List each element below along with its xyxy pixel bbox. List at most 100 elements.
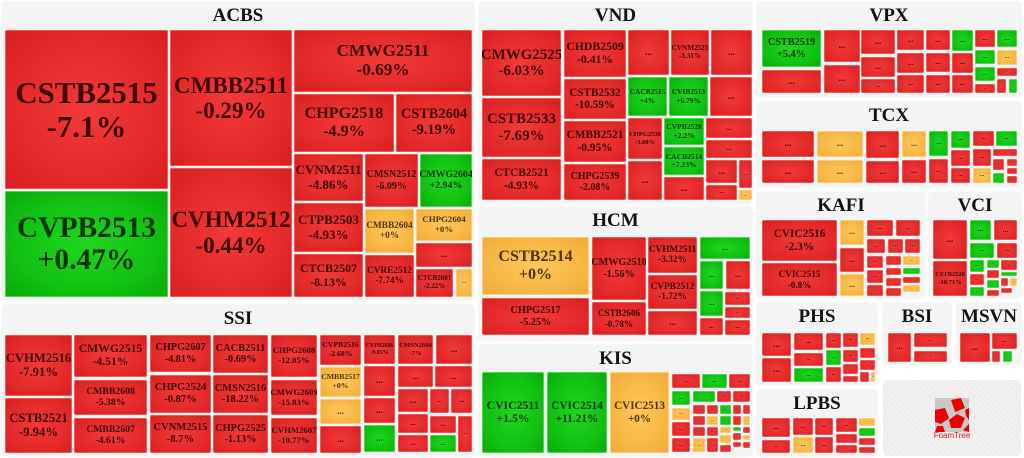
treemap-cell-cacb2515[interactable]: CACB2515 +4% xyxy=(628,77,667,116)
treemap-cell-collapsed[interactable]: ... xyxy=(952,53,973,73)
treemap-cell-cmbb2604[interactable]: CMBB2604 +0% xyxy=(365,209,414,253)
treemap-cell-collapsed[interactable]: ... xyxy=(398,366,433,387)
treemap-cell-collapsed[interactable]: ... xyxy=(398,435,428,452)
treemap-cell-collapsed[interactable]: ... xyxy=(458,416,472,452)
treemap-cell-collapsed[interactable]: ... xyxy=(888,239,903,253)
treemap-cell-collapsed[interactable]: ... xyxy=(743,427,750,433)
treemap-cell-collapsed[interactable]: ... xyxy=(826,350,841,365)
treemap-cell-collapsed[interactable]: ... xyxy=(733,391,750,402)
treemap-cell-cstb2604[interactable]: CSTB2604 -9.19% xyxy=(396,94,472,152)
treemap-cell-collapsed[interactable]: ... xyxy=(843,364,858,374)
treemap-cell-cvpb2606[interactable]: CVPB2606 -9.85% xyxy=(364,335,395,364)
treemap-cell-collapsed[interactable]: ... xyxy=(975,50,995,64)
treemap-cell-collapsed[interactable]: ... xyxy=(733,416,741,425)
treemap-cell-collapsed[interactable]: ... xyxy=(725,307,750,318)
treemap-cell-cvnm2515[interactable]: CVNM2515 -8.7% xyxy=(150,415,211,453)
treemap-cell-collapsed[interactable]: ... xyxy=(886,256,901,265)
treemap-cell-collapsed[interactable]: ... xyxy=(693,416,705,425)
treemap-cell-cstb2533[interactable]: CSTB2533 -7.69% xyxy=(482,98,561,157)
treemap-cell-cmbb2607[interactable]: CMBB2607 -4.61% xyxy=(74,418,147,453)
treemap-cell-collapsed[interactable]: ... xyxy=(720,427,731,433)
treemap-cell-collapsed[interactable]: ... xyxy=(725,320,750,335)
treemap-cell-collapsed[interactable]: ... xyxy=(903,268,920,274)
treemap-cell-collapsed[interactable]: ... xyxy=(693,438,705,452)
treemap-cell-collapsed[interactable]: ... xyxy=(824,30,860,62)
treemap-cell-collapsed[interactable]: ... xyxy=(794,368,823,382)
treemap-cell-collapsed[interactable]: ... xyxy=(430,435,456,452)
treemap-cell-collapsed[interactable]: ... xyxy=(867,256,883,268)
treemap-cell-collapsed[interactable]: ... xyxy=(836,445,857,453)
treemap-cell-collapsed[interactable]: ... xyxy=(926,75,950,93)
treemap-cell-ctcb2601[interactable]: CTCB2601 -2.22% xyxy=(416,269,453,297)
treemap-cell-collapsed[interactable]: ... xyxy=(364,398,395,423)
treemap-cell-collapsed[interactable]: ... xyxy=(672,422,690,436)
treemap-cell-cstb2606[interactable]: CSTB2606 -0.78% xyxy=(592,302,646,335)
treemap-cell-collapsed[interactable]: ... xyxy=(867,285,883,296)
treemap-cell-collapsed[interactable]: ... xyxy=(859,418,875,426)
treemap-cell-chpg2539[interactable]: CHPG2539 -2.08% xyxy=(564,164,626,200)
treemap-cell-collapsed[interactable]: ... xyxy=(970,243,994,258)
treemap-cell-collapsed[interactable]: ... xyxy=(672,438,690,452)
treemap-cell-collapsed[interactable]: ... xyxy=(987,280,999,288)
treemap-cell-collapsed[interactable]: ... xyxy=(729,374,750,388)
treemap-cell-collapsed[interactable]: ... xyxy=(905,239,920,253)
treemap-cell-collapsed[interactable]: ... xyxy=(929,159,948,183)
treemap-cell-collapsed[interactable]: ... xyxy=(840,220,864,245)
treemap-cell-collapsed[interactable]: ... xyxy=(952,30,973,51)
treemap-cell-collapsed[interactable]: ... xyxy=(860,348,875,358)
treemap-cell-collapsed[interactable]: ... xyxy=(815,418,833,435)
treemap-cell-collapsed[interactable]: ... xyxy=(1001,278,1008,286)
treemap-cell-collapsed[interactable]: ... xyxy=(794,333,823,350)
treemap-cell-collapsed[interactable]: ... xyxy=(871,372,875,382)
treemap-cell-collapsed[interactable]: ... xyxy=(717,391,731,402)
treemap-cell-cstb2532[interactable]: CSTB2532 -10.59% xyxy=(564,79,626,119)
treemap-cell-collapsed[interactable]: ... xyxy=(1007,176,1017,183)
treemap-cell-collapsed[interactable]: ... xyxy=(672,391,690,405)
treemap-cell-collapsed[interactable]: ... xyxy=(707,405,718,414)
treemap-cell-cmbb2521[interactable]: CMBB2521 -0.95% xyxy=(564,121,626,162)
treemap-cell-collapsed[interactable]: ... xyxy=(952,75,973,93)
treemap-cell-collapsed[interactable]: ... xyxy=(993,173,1004,183)
treemap-cell-collapsed[interactable]: ... xyxy=(720,435,731,443)
treemap-cell-collapsed[interactable]: ... xyxy=(693,427,705,436)
treemap-cell-collapsed[interactable]: ... xyxy=(997,50,1017,65)
treemap-cell-collapsed[interactable]: ... xyxy=(364,425,395,452)
treemap-cell-chpg2525[interactable]: CHPG2525 -1.13% xyxy=(213,415,268,453)
treemap-cell-cvhm2512[interactable]: CVHM2512 -0.44% xyxy=(170,168,292,297)
treemap-cell-collapsed[interactable]: ... xyxy=(817,131,863,157)
treemap-cell-collapsed[interactable]: ... xyxy=(762,333,791,356)
treemap-cell-collapsed[interactable]: ... xyxy=(1001,272,1017,276)
treemap-cell-cmwg2510[interactable]: CMWG2510 -1.56% xyxy=(592,237,646,300)
treemap-cell-collapsed[interactable]: ... xyxy=(824,65,860,93)
treemap-cell-collapsed[interactable]: ... xyxy=(743,442,750,448)
treemap-cell-collapsed[interactable]: ... xyxy=(711,30,752,75)
treemap-cell-collapsed[interactable]: ... xyxy=(973,131,994,146)
treemap-cell-collapsed[interactable]: ... xyxy=(860,360,875,370)
treemap-cell-collapsed[interactable]: ... xyxy=(929,131,948,156)
treemap-cell-collapsed[interactable]: ... xyxy=(836,434,857,443)
treemap-cell-collapsed[interactable]: ... xyxy=(997,79,1006,93)
treemap-cell-cmsn2604[interactable]: CMSN2604 -7% xyxy=(398,335,433,364)
treemap-cell-chpg2607[interactable]: CHPG2607 -4.81% xyxy=(150,335,211,372)
treemap-cell-cvpb2528[interactable]: CVPB2528 +2.2% xyxy=(664,118,704,145)
treemap-cell-cvib2513[interactable]: CVIB2513 +6.79% xyxy=(669,77,708,116)
treemap-cell-collapsed[interactable]: ... xyxy=(973,168,991,183)
treemap-cell-collapsed[interactable]: ... xyxy=(706,140,752,158)
treemap-cell-collapsed[interactable]: ... xyxy=(866,131,899,158)
treemap-cell-collapsed[interactable]: ... xyxy=(888,333,911,362)
treemap-cell-collapsed[interactable]: ... xyxy=(1010,278,1017,286)
treemap-cell-collapsed[interactable]: ... xyxy=(762,70,821,93)
treemap-cell-collapsed[interactable]: ... xyxy=(648,311,697,335)
treemap-cell-cmbb2517[interactable]: CMBB2517 +0% xyxy=(320,367,361,397)
treemap-cell-collapsed[interactable]: ... xyxy=(951,168,970,183)
treemap-cell-collapsed[interactable]: ... xyxy=(886,288,901,296)
treemap-cell-cmwg2515[interactable]: CMWG2515 -4.51% xyxy=(74,335,147,377)
treemap-cell-collapsed[interactable]: ... xyxy=(926,30,950,50)
treemap-cell-cmsn2516[interactable]: CMSN2516 -18.22% xyxy=(213,375,268,413)
treemap-cell-collapsed[interactable]: ... xyxy=(902,131,926,157)
treemap-cell-collapsed[interactable]: ... xyxy=(416,243,472,267)
treemap-cell-cvpb2516[interactable]: CVPB2516 -2.68% xyxy=(320,335,361,365)
treemap-cell-cmbb2511[interactable]: CMBB2511 -0.29% xyxy=(170,30,292,166)
treemap-cell-collapsed[interactable]: ... xyxy=(903,256,920,265)
treemap-cell-collapsed[interactable]: ... xyxy=(817,160,863,183)
